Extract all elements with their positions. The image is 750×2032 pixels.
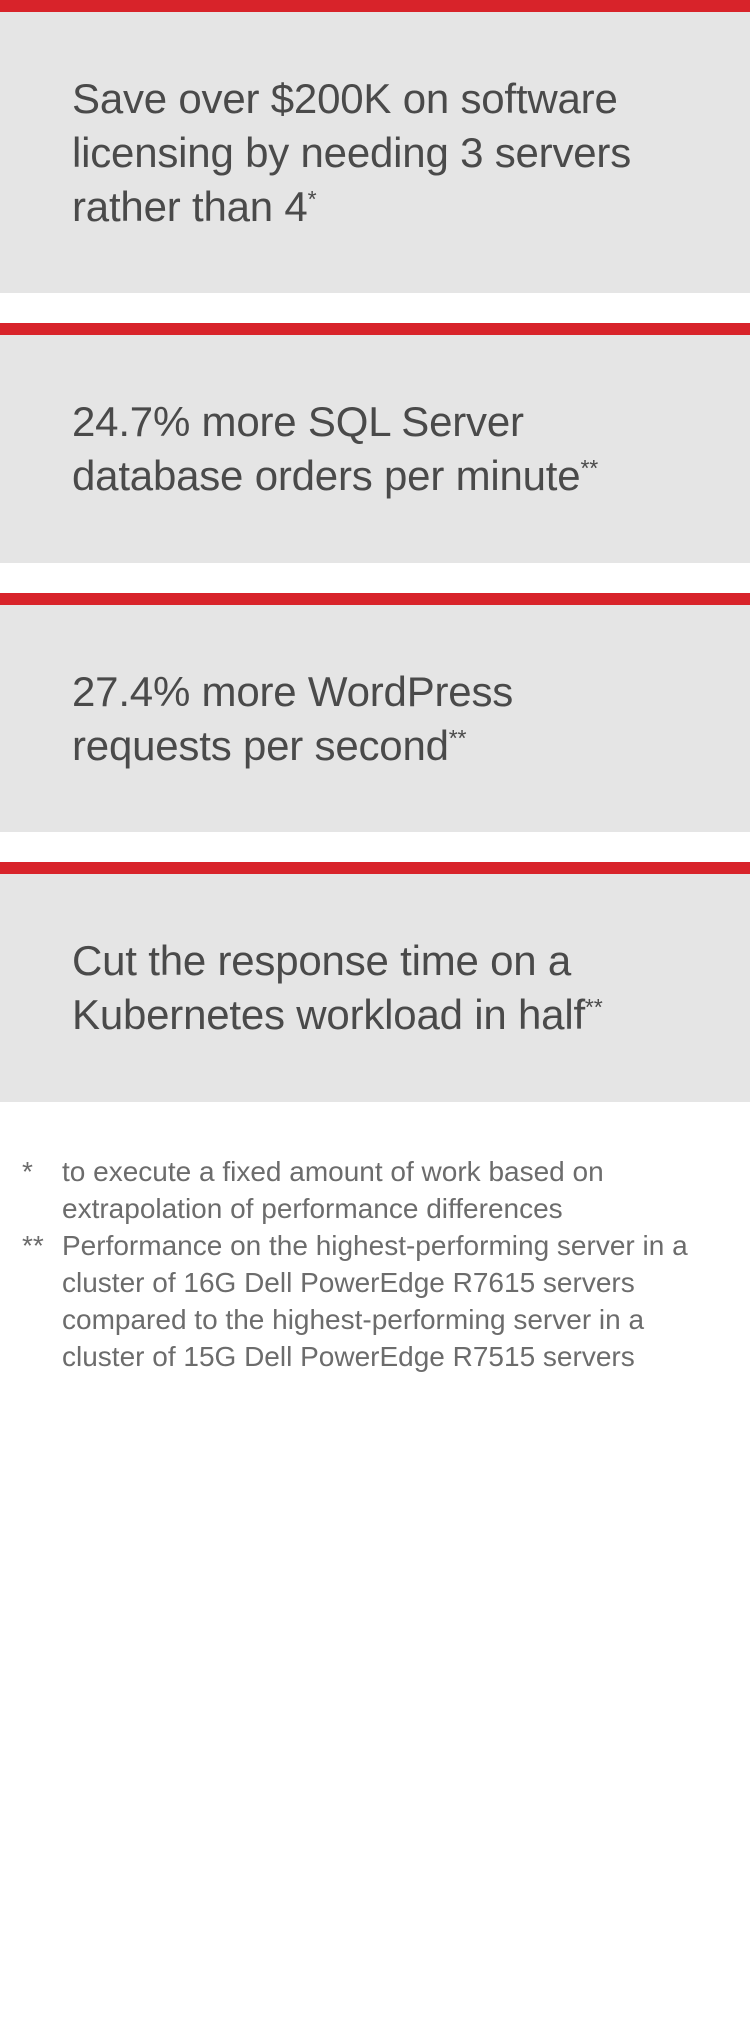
stat-card-text: 27.4% more WordPress requests per second… [72, 665, 678, 773]
footnotes: *to execute a fixed amount of work based… [0, 1132, 750, 1396]
footnote-marker: ** [22, 1228, 62, 1376]
stat-card: 27.4% more WordPress requests per second… [0, 593, 750, 833]
footnote-marker: * [22, 1154, 62, 1228]
footnote-text: to execute a fixed amount of work based … [62, 1154, 728, 1228]
footnote: *to execute a fixed amount of work based… [22, 1154, 728, 1228]
stat-card-text: Cut the response time on a Kubernetes wo… [72, 934, 678, 1042]
stat-card-text: Save over $200K on software licensing by… [72, 72, 678, 233]
footnote: **Performance on the highest-performing … [22, 1228, 728, 1376]
stat-card: 24.7% more SQL Server database orders pe… [0, 323, 750, 563]
stat-card-text: 24.7% more SQL Server database orders pe… [72, 395, 678, 503]
stat-card: Save over $200K on software licensing by… [0, 0, 750, 293]
stat-card: Cut the response time on a Kubernetes wo… [0, 862, 750, 1102]
footnote-text: Performance on the highest-performing se… [62, 1228, 728, 1376]
